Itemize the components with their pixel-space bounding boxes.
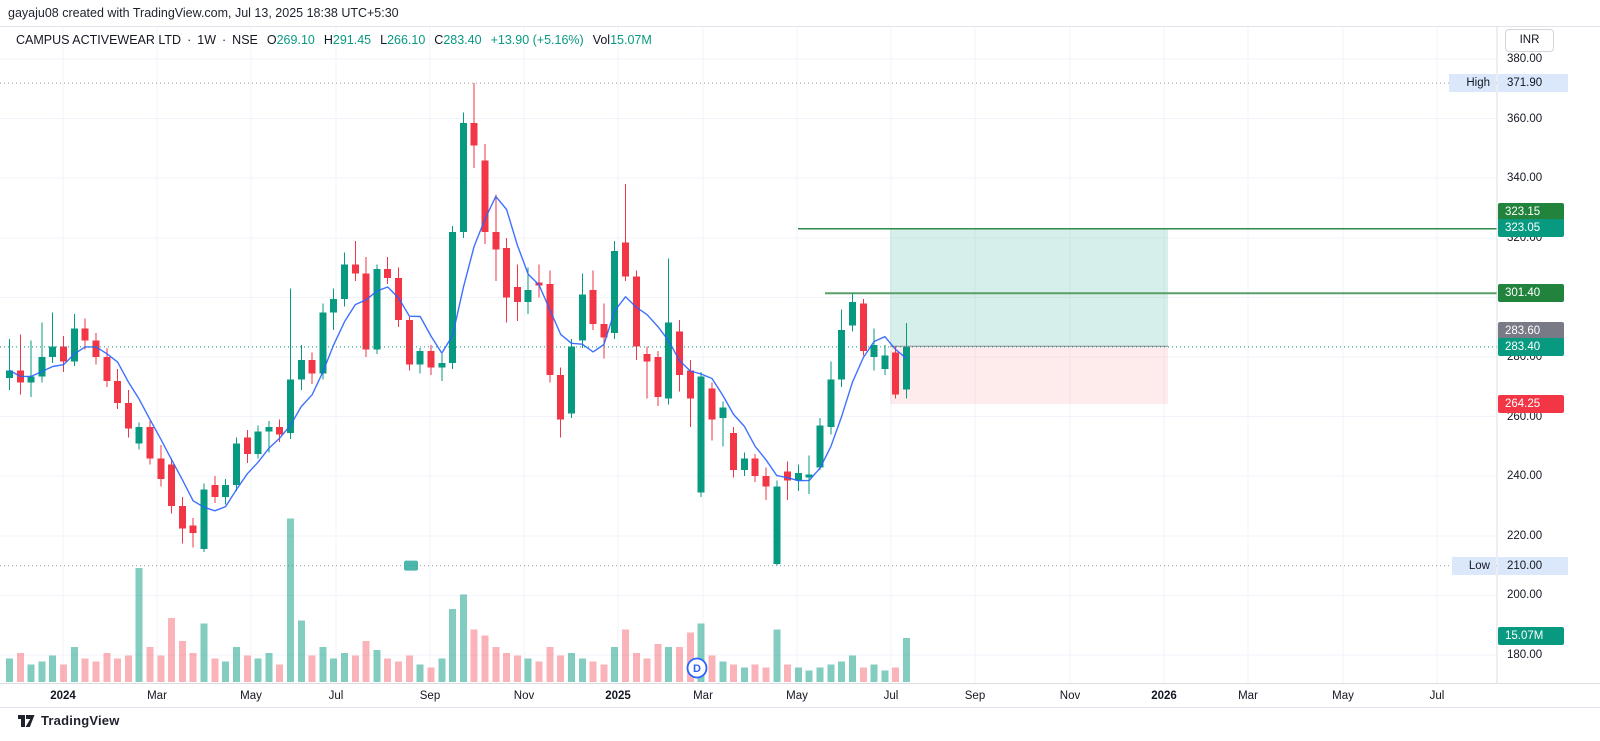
loss-zone — [890, 346, 1168, 404]
time-tick: May — [240, 690, 262, 702]
chart-legend: CAMPUS ACTIVEWEAR LTD · 1W · NSE O 269.10… — [16, 33, 652, 47]
volume-series — [6, 518, 910, 682]
time-tick: Mar — [1238, 690, 1258, 702]
time-tick: Mar — [147, 690, 167, 702]
volume-label: Vol — [592, 33, 611, 47]
low-value-badge: 210.00 — [1498, 556, 1568, 575]
price-badge: 15.07M — [1498, 627, 1564, 645]
volume-field: Vol 15.07M — [593, 33, 652, 47]
open-field: O 269.10 — [267, 33, 315, 47]
time-tick: May — [786, 690, 808, 702]
grid-lines — [0, 27, 1497, 683]
low-field: L 266.10 — [380, 33, 425, 47]
price-badge: 283.60 — [1498, 322, 1564, 340]
tradingview-logo-icon[interactable] — [18, 714, 35, 728]
low-value: 266.10 — [387, 33, 426, 47]
high-word-badge: High — [1449, 74, 1496, 93]
close-label: C — [434, 33, 444, 47]
ma-line — [9, 195, 907, 512]
high-label: H — [323, 33, 333, 47]
price-tick: 340.00 — [1507, 172, 1543, 185]
open-value: 269.10 — [276, 33, 315, 47]
price-tick: 260.00 — [1507, 410, 1543, 423]
long-position-tool[interactable] — [890, 228, 1168, 404]
dividend-marker[interactable]: D — [686, 657, 708, 679]
close-value: 283.40 — [443, 33, 482, 47]
time-tick: Sep — [419, 690, 441, 702]
event-marker — [404, 560, 418, 571]
price-badge: 301.40 — [1498, 284, 1564, 302]
symbol-title[interactable]: CAMPUS ACTIVEWEAR LTD · 1W · NSE — [16, 33, 258, 47]
price-tick: 180.00 — [1507, 649, 1543, 661]
exchange-name: NSE — [232, 33, 258, 47]
low-word-badge: Low — [1452, 556, 1496, 575]
tradingview-logo-text[interactable]: TradingView — [41, 713, 120, 728]
time-tick: Nov — [513, 690, 535, 702]
low-label: L — [380, 33, 388, 47]
time-tick: Mar — [693, 690, 713, 702]
time-tick: Jul — [883, 690, 899, 702]
price-badge: 264.25 — [1498, 395, 1564, 413]
change-value: +13.90 (+5.16%) — [490, 33, 584, 47]
currency-badge[interactable]: INR — [1505, 29, 1554, 52]
price-badge: 323.15 — [1498, 203, 1564, 221]
time-tick: 2026 — [1151, 690, 1177, 702]
high-value-badge: 371.90 — [1498, 74, 1568, 93]
time-tick: 2024 — [50, 690, 76, 702]
open-label: O — [266, 33, 277, 47]
high-value: 291.45 — [332, 33, 372, 47]
time-tick: Sep — [964, 690, 986, 702]
candlestick-series — [6, 83, 910, 566]
price-tick: 200.00 — [1507, 589, 1543, 602]
profit-zone — [890, 228, 1168, 347]
time-axis[interactable]: 2024 Mar May Jul Sep Nov 2025 Mar May Jul Sep Nov 20… — [0, 683, 1600, 708]
time-tick: 2025 — [605, 690, 631, 702]
target-level-lines[interactable] — [798, 227, 1497, 295]
price-axis[interactable]: INR 380.00 360.00 340.00 320.00 280.00 260.00… — [1497, 27, 1600, 683]
price-tick: 380.00 — [1507, 53, 1543, 65]
high-low-lines — [0, 82, 1497, 567]
high-field: H 291.45 — [324, 33, 371, 47]
legend-separator: · — [222, 33, 227, 47]
price-tick: 360.00 — [1507, 112, 1543, 125]
symbol-name: CAMPUS ACTIVEWEAR LTD — [16, 33, 182, 47]
legend-separator: · — [187, 33, 192, 47]
time-tick: Jul — [328, 690, 344, 702]
svg-text:D: D — [693, 663, 701, 675]
time-tick: Jul — [1429, 690, 1445, 702]
close-field: C 283.40 — [434, 33, 481, 47]
interval-value: 1W — [197, 33, 216, 47]
volume-value: 15.07M — [610, 33, 652, 47]
time-tick: May — [1332, 690, 1354, 702]
price-badge: 283.40 — [1498, 338, 1564, 356]
price-tick: 240.00 — [1507, 470, 1543, 483]
time-tick: Nov — [1059, 690, 1081, 702]
footer: TradingView — [18, 713, 120, 728]
attribution-text: gayaju08 created with TradingView.com, J… — [0, 0, 1600, 27]
price-tick: 220.00 — [1507, 529, 1543, 542]
price-badge: 323.05 — [1498, 219, 1564, 237]
